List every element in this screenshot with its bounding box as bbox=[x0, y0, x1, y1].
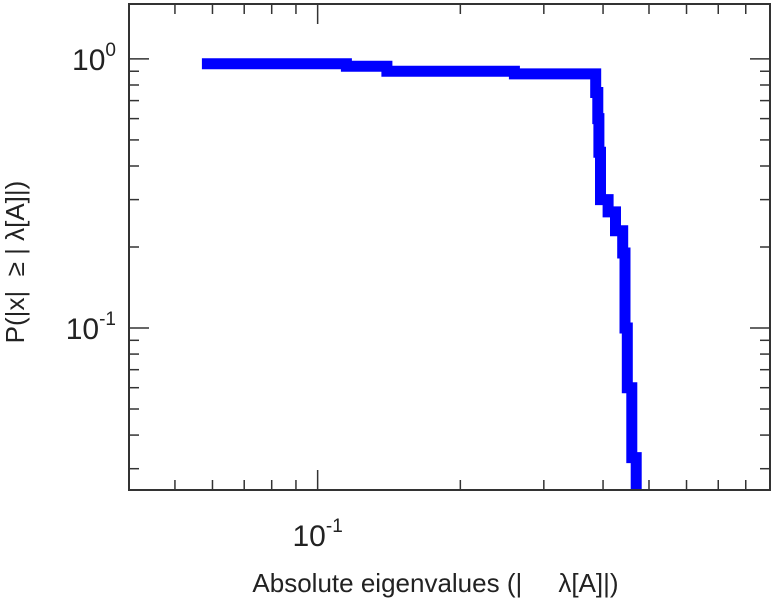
plot-frame bbox=[128, 3, 771, 491]
series-line-0 bbox=[201, 58, 642, 490]
tick-marks bbox=[128, 4, 771, 490]
y-axis-title: P(|x| ≥ | λ[A]|) bbox=[0, 181, 30, 344]
x-tick-label-0: 10-1 bbox=[293, 516, 343, 553]
series-group bbox=[201, 58, 642, 490]
y-tick-label-1: 10-1 bbox=[66, 309, 116, 346]
x-axis-title: Absolute eigenvalues (| λ[A]|) bbox=[252, 568, 618, 598]
y-tick-label-0: 100 bbox=[72, 40, 116, 77]
tick-labels: 10-1 100 10-1 bbox=[66, 40, 343, 553]
